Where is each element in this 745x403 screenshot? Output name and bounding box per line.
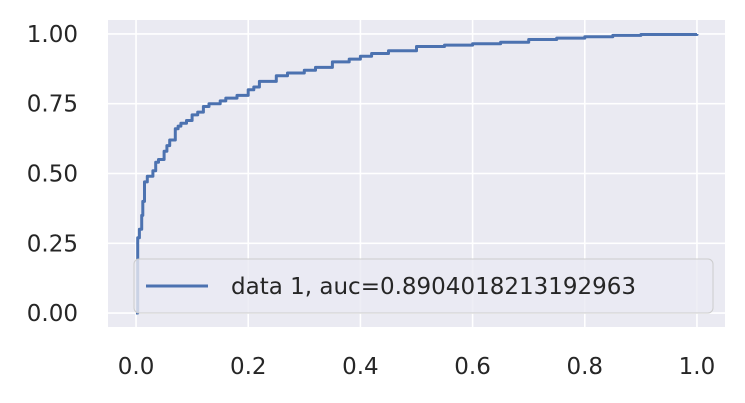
x-tick-label: 0.6 (454, 354, 491, 380)
y-tick-label: 0.00 (27, 301, 78, 327)
x-tick-label: 0.4 (342, 354, 379, 380)
x-tick-label: 0.0 (118, 354, 155, 380)
legend-label: data 1, auc=0.8904018213192963 (231, 274, 636, 300)
x-tick-label: 1.0 (679, 354, 716, 380)
series-layer (136, 33, 699, 315)
legend: data 1, auc=0.8904018213192963 (133, 258, 714, 314)
x-axis: 0.0 0.2 0.4 0.6 0.8 1.0 (118, 354, 715, 380)
y-tick-label: 0.75 (27, 92, 78, 118)
x-tick-label: 0.2 (230, 354, 267, 380)
roc-curve-line (136, 33, 699, 315)
y-tick-label: 0.50 (27, 162, 78, 188)
y-tick-label: 0.25 (27, 231, 78, 257)
x-tick-label: 0.8 (566, 354, 603, 380)
y-axis: 0.00 0.25 0.50 0.75 1.00 (27, 22, 78, 327)
y-tick-label: 1.00 (27, 22, 78, 48)
legend-box (133, 258, 714, 314)
